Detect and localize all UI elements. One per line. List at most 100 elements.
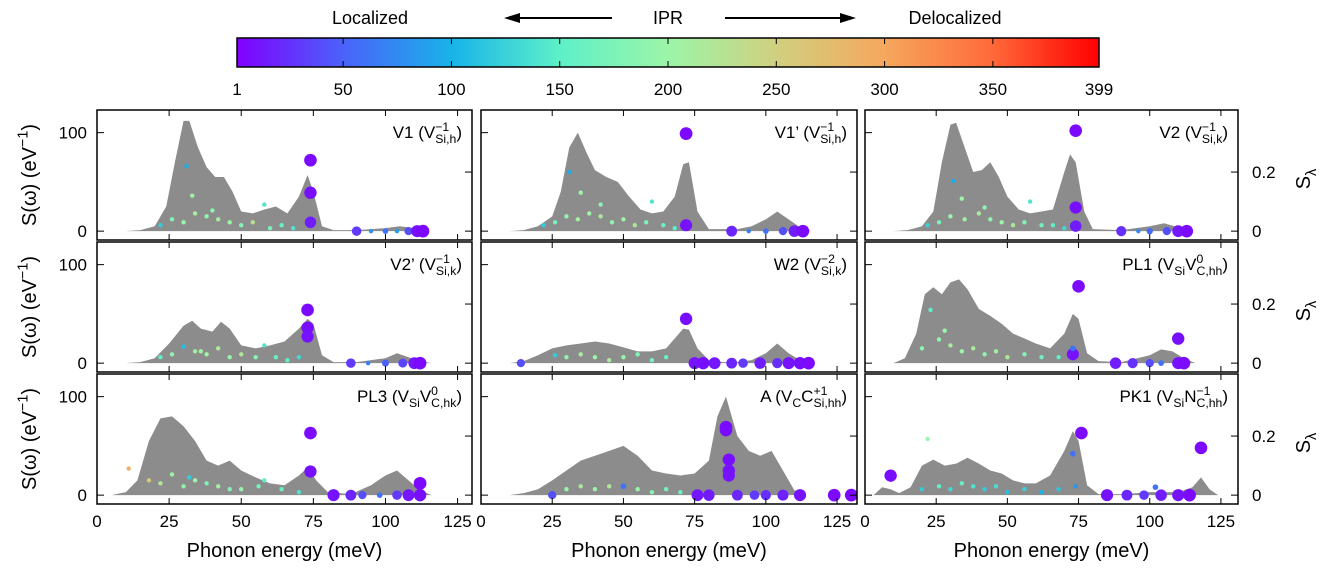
panel-plot xyxy=(509,127,812,238)
mode-point xyxy=(564,487,569,492)
colorbar-tick-label: 200 xyxy=(654,80,682,99)
label-part: S xyxy=(1293,440,1315,453)
x-tick-label: 75 xyxy=(685,512,704,531)
mode-point xyxy=(146,478,152,483)
mode-point xyxy=(204,214,209,219)
mode-point xyxy=(1070,345,1076,352)
y-axis-label: S(ω) (eV−1) xyxy=(16,256,41,358)
label-part: PK1 (V xyxy=(1119,387,1174,406)
y-axis-label: S(ω) (eV−1) xyxy=(16,124,41,226)
mode-point xyxy=(402,489,415,502)
label-part: W2 (V xyxy=(774,255,822,274)
delocalized-label: Delocalized xyxy=(908,8,1001,28)
y2-tick-label: 0 xyxy=(1252,354,1261,373)
panel-frame xyxy=(864,373,1239,505)
mode-point xyxy=(304,153,317,167)
label-part: λ xyxy=(1304,432,1320,440)
label-part: S xyxy=(1293,308,1315,321)
mode-point xyxy=(564,355,569,360)
x-tick-label: 0 xyxy=(476,512,485,531)
mode-point xyxy=(192,478,198,483)
mode-point xyxy=(1039,223,1044,228)
label-part: ) xyxy=(19,388,41,395)
mode-point xyxy=(782,357,795,370)
mode-point xyxy=(942,328,947,333)
label-part: Si xyxy=(1173,396,1184,410)
mode-point xyxy=(1039,355,1044,360)
mode-point xyxy=(381,359,389,367)
mode-point xyxy=(304,426,317,440)
mode-point xyxy=(778,227,788,236)
y-tick-label: 100 xyxy=(59,256,87,275)
mode-point xyxy=(632,223,638,228)
mode-point xyxy=(548,491,557,500)
mode-point xyxy=(763,228,769,234)
mode-point xyxy=(552,220,558,225)
mode-point xyxy=(587,211,592,216)
mode-point xyxy=(731,489,743,501)
mode-point xyxy=(204,481,209,486)
mode-point xyxy=(948,343,953,348)
mode-point xyxy=(970,346,976,351)
mode-point xyxy=(988,217,993,222)
x-tick-label: 125 xyxy=(443,512,471,531)
mode-point xyxy=(394,228,400,234)
mode-point xyxy=(1005,355,1010,360)
mode-point xyxy=(187,475,192,480)
mode-point xyxy=(993,484,999,489)
label-part: ) xyxy=(456,387,462,406)
x-axis-label: Phonon energy (meV) xyxy=(571,540,767,562)
mode-point xyxy=(746,228,751,234)
label-part: C,hh xyxy=(1196,396,1222,410)
mode-point xyxy=(169,352,175,357)
label-part: Si,k xyxy=(1202,132,1223,146)
mode-point xyxy=(1145,359,1154,368)
mode-point xyxy=(1172,225,1185,238)
mode-point xyxy=(1027,199,1033,204)
mode-point xyxy=(722,453,736,466)
colorbar-tick-label: 399 xyxy=(1085,80,1113,99)
x-tick-label: 0 xyxy=(860,512,869,531)
panel-label: PL3 (VSiVC,hk0) xyxy=(357,384,462,410)
mode-point xyxy=(1056,487,1061,492)
mode-point xyxy=(279,487,284,492)
panel-label: PL1 (VSiVC,hh0) xyxy=(1122,252,1228,278)
y2-axis-label: Sλ xyxy=(1293,300,1320,321)
x-tick-label: 0 xyxy=(92,512,101,531)
mode-point xyxy=(919,487,925,492)
mode-point xyxy=(413,476,427,490)
label-part: 0 xyxy=(1196,252,1203,266)
mode-point xyxy=(181,344,186,349)
mode-point xyxy=(215,217,221,222)
x-tick-label: 125 xyxy=(1207,512,1235,531)
y2-axis-label: Sλ xyxy=(1293,168,1320,189)
mode-point xyxy=(982,205,987,210)
mode-point xyxy=(959,196,965,201)
mode-point xyxy=(999,220,1004,225)
panel-label: V1’ (VSi,h−1) xyxy=(775,120,847,146)
panel-plot xyxy=(125,303,432,370)
mode-point xyxy=(592,355,598,360)
mode-point xyxy=(777,489,789,501)
panel-frame xyxy=(480,109,858,241)
y-tick-label: 100 xyxy=(59,124,87,143)
panel-frame xyxy=(480,241,858,373)
mode-point xyxy=(936,484,942,489)
mode-point xyxy=(578,352,583,357)
panel-label: V2 (VSi,k−1) xyxy=(1159,120,1228,146)
mode-point xyxy=(1062,225,1067,231)
mode-point xyxy=(719,423,733,437)
mode-point xyxy=(169,472,175,477)
y-tick-label: 0 xyxy=(78,354,87,373)
mode-point xyxy=(691,489,704,502)
mode-point xyxy=(301,303,314,317)
mode-point xyxy=(267,225,273,231)
mode-point xyxy=(285,357,290,363)
mode-point xyxy=(621,355,626,360)
panel-label: V2’ (VSi,k−1) xyxy=(390,252,462,278)
mode-point xyxy=(1039,489,1044,495)
label-part: 0 xyxy=(431,384,438,398)
label-part: PL3 (V xyxy=(357,387,410,406)
mode-point xyxy=(884,469,897,482)
colorbar-tick-label: 350 xyxy=(979,80,1007,99)
